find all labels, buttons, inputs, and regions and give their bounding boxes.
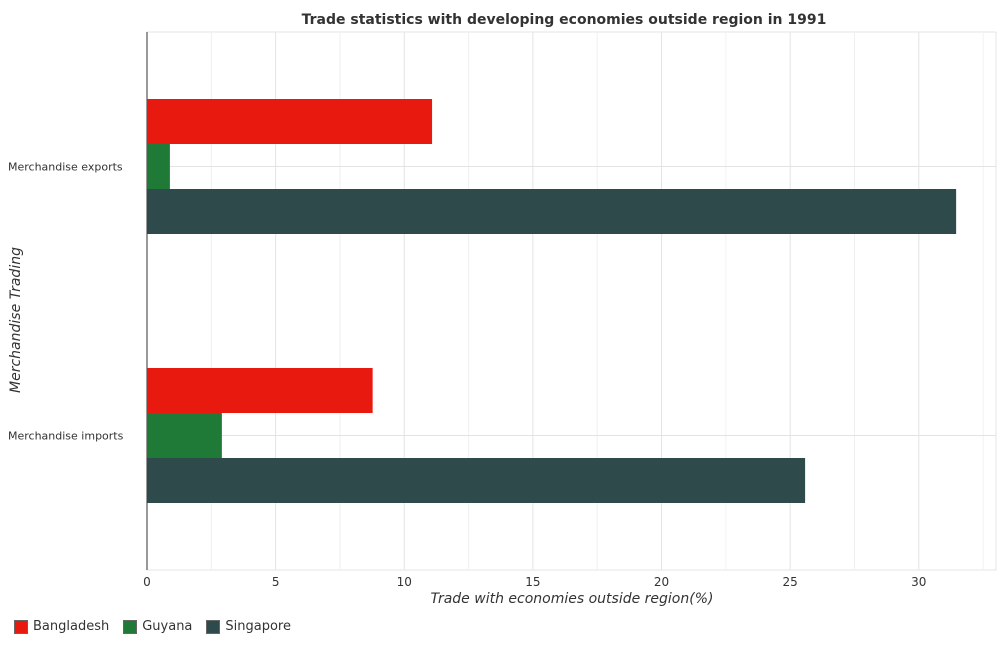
bar-guyana-1 <box>147 413 222 458</box>
legend-swatch-guyana <box>123 619 138 634</box>
x-tick-label: 25 <box>783 575 798 589</box>
x-axis-ticks: 0 5 10 15 20 25 30 <box>143 575 926 589</box>
bar-singapore-1 <box>147 458 806 503</box>
bar-bangladesh-1 <box>147 368 373 413</box>
bar-guyana-0 <box>147 144 170 189</box>
legend: Bangladesh Guyana Singapore <box>14 619 291 634</box>
x-tick-label: 15 <box>525 575 540 589</box>
bar-singapore-0 <box>147 189 957 234</box>
x-axis-label: Trade with economies outside region(%) <box>431 591 714 607</box>
bar-bangladesh-0 <box>147 99 433 144</box>
x-tick-label: 10 <box>397 575 412 589</box>
bars <box>147 99 957 503</box>
y-category-label: Merchandise exports <box>8 161 123 174</box>
legend-item-guyana: Guyana <box>123 619 192 634</box>
x-tick-label: 5 <box>272 575 280 589</box>
legend-item-singapore: Singapore <box>206 619 291 634</box>
y-axis-label: Merchandise Trading <box>8 247 24 393</box>
x-tick-label: 0 <box>143 575 151 589</box>
x-tick-label: 20 <box>654 575 669 589</box>
y-axis-categories: Merchandise exports Merchandise imports <box>8 161 124 443</box>
chart-title: Trade statistics with developing economi… <box>302 12 827 28</box>
legend-label-guyana: Guyana <box>142 619 193 634</box>
legend-item-bangladesh: Bangladesh <box>14 619 109 634</box>
legend-label-bangladesh: Bangladesh <box>33 619 110 634</box>
legend-label-singapore: Singapore <box>225 619 291 634</box>
legend-swatch-bangladesh <box>14 619 28 634</box>
legend-swatch-singapore <box>206 619 221 634</box>
y-category-label: Merchandise imports <box>8 430 124 443</box>
x-tick-label: 30 <box>911 575 926 589</box>
